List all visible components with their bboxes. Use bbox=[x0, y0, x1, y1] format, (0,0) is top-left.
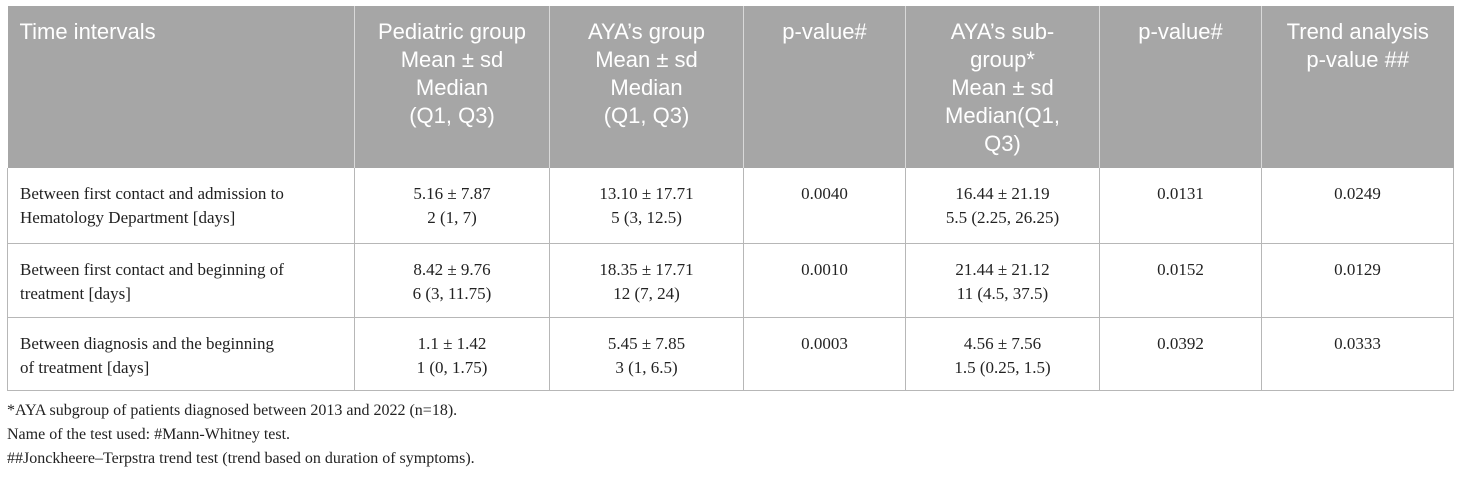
footnote-test-used: Name of the test used: #Mann-Whitney tes… bbox=[7, 426, 291, 443]
data-table-container: Time intervals Pediatric group Mean ± sd… bbox=[7, 6, 1454, 391]
header-trend-analysis: Trend analysis p-value ## bbox=[1261, 6, 1454, 168]
cell-interval: Between first contact and admission to H… bbox=[7, 168, 355, 244]
table-footnotes: *AYA subgroup of patients diagnosed betw… bbox=[7, 399, 475, 471]
cell-aya: 18.35 ± 17.71 12 (7, 24) bbox=[549, 243, 744, 318]
footnote-trend-test: ##Jonckheere–Terpstra trend test (trend … bbox=[7, 450, 475, 467]
cell-aya-subgroup: 21.44 ± 21.12 11 (4.5, 37.5) bbox=[905, 243, 1100, 318]
header-pediatric-group: Pediatric group Mean ± sd Median (Q1, Q3… bbox=[354, 6, 550, 168]
cell-interval: Between first contact and beginning of t… bbox=[7, 243, 355, 318]
cell-aya-subgroup: 4.56 ± 7.56 1.5 (0.25, 1.5) bbox=[905, 317, 1100, 391]
cell-p-value-1: 0.0010 bbox=[743, 243, 906, 318]
cell-p-value-2: 0.0392 bbox=[1099, 317, 1262, 391]
header-p-value-1: p-value# bbox=[743, 6, 906, 168]
header-time-intervals: Time intervals bbox=[7, 6, 355, 168]
header-aya-group: AYA’s group Mean ± sd Median (Q1, Q3) bbox=[549, 6, 744, 168]
table-row: Between first contact and admission to H… bbox=[7, 168, 1454, 244]
time-intervals-table: Time intervals Pediatric group Mean ± sd… bbox=[7, 6, 1454, 391]
cell-pediatric: 5.16 ± 7.87 2 (1, 7) bbox=[354, 168, 550, 244]
cell-p-value-2: 0.0131 bbox=[1099, 168, 1262, 244]
cell-trend: 0.0129 bbox=[1261, 243, 1454, 318]
cell-trend: 0.0249 bbox=[1261, 168, 1454, 244]
cell-aya-subgroup: 16.44 ± 21.19 5.5 (2.25, 26.25) bbox=[905, 168, 1100, 244]
cell-p-value-1: 0.0003 bbox=[743, 317, 906, 391]
cell-aya: 5.45 ± 7.85 3 (1, 6.5) bbox=[549, 317, 744, 391]
cell-pediatric: 1.1 ± 1.42 1 (0, 1.75) bbox=[354, 317, 550, 391]
table-header-row: Time intervals Pediatric group Mean ± sd… bbox=[7, 6, 1454, 168]
cell-p-value-1: 0.0040 bbox=[743, 168, 906, 244]
table-row: Between diagnosis and the beginning of t… bbox=[7, 317, 1454, 391]
cell-trend: 0.0333 bbox=[1261, 317, 1454, 391]
cell-pediatric: 8.42 ± 9.76 6 (3, 11.75) bbox=[354, 243, 550, 318]
cell-p-value-2: 0.0152 bbox=[1099, 243, 1262, 318]
cell-interval: Between diagnosis and the beginning of t… bbox=[7, 317, 355, 391]
footnote-subgroup: *AYA subgroup of patients diagnosed betw… bbox=[7, 402, 458, 419]
table-row: Between first contact and beginning of t… bbox=[7, 243, 1454, 318]
header-p-value-2: p-value# bbox=[1099, 6, 1262, 168]
header-aya-subgroup: AYA’s sub- group* Mean ± sd Median(Q1, Q… bbox=[905, 6, 1100, 168]
cell-aya: 13.10 ± 17.71 5 (3, 12.5) bbox=[549, 168, 744, 244]
